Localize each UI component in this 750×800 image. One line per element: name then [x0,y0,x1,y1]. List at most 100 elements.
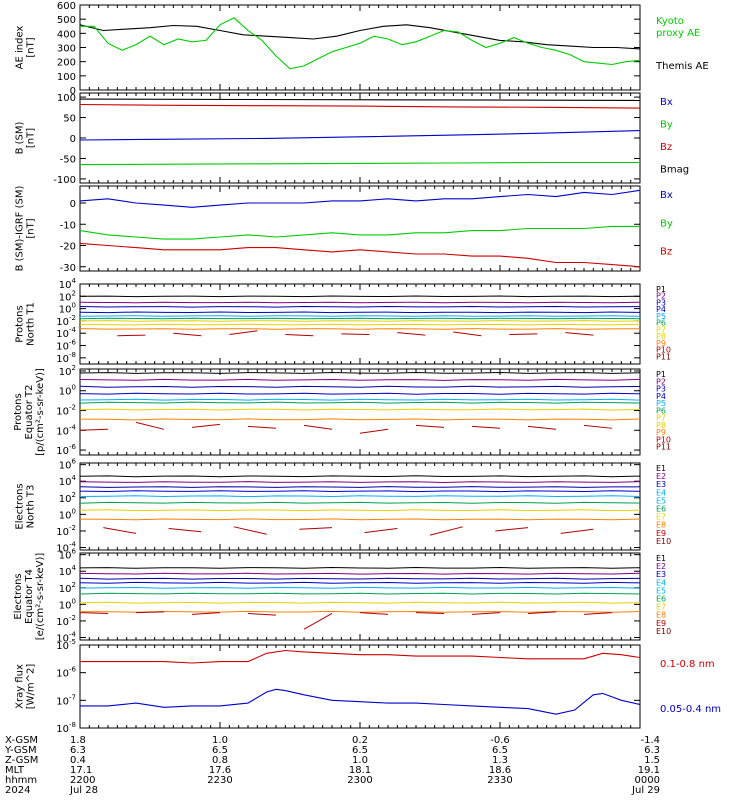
y-tick-exponent: 4 [72,564,77,572]
plot-frame [79,4,641,91]
y-tick-label: 0 [70,199,76,210]
x-tick-label: 18.1 [349,765,371,776]
y-tick-exponent: -2 [69,614,76,622]
channel-line-6 [80,401,640,404]
channel-line-4 [80,392,640,395]
x-tick-label: 6.3 [70,745,86,756]
legend-entry: P9 [656,428,666,437]
y-tick-base: 10 [56,669,69,680]
y-axis-label: [W/m^2] [26,664,37,710]
noisy-segment [471,425,501,429]
y-tick-exponent: 2 [72,364,76,372]
legend-entry: E3 [656,570,666,579]
legend-entry: Bx [660,97,673,108]
channel-line-2 [80,481,640,484]
y-tick-label: 10-2 [56,314,76,328]
noisy-segment [397,332,426,336]
x-tick-label: -1.4 [640,735,660,746]
x-tick-label: 6.5 [492,745,508,756]
y-tick-label: 300 [57,44,76,55]
noisy-segment [429,526,463,536]
legend-entry: P1 [656,370,666,379]
legend-entry: P3 [656,298,666,307]
y-tick-label: 10-6 [56,443,76,457]
x-row-label: MLT [5,765,25,776]
y-tick-label: 50 [63,114,76,125]
y-tick-label: 10-4 [56,423,76,437]
y-axis-label: B (SM)-IGRF (SM) [15,186,26,272]
channel-line-3 [80,305,640,308]
legend-entry: P11 [656,352,671,361]
channel-line-2 [80,378,640,381]
y-axis-label: [nT] [26,218,37,238]
noisy-segment [247,612,277,616]
y-tick-exponent: 0 [72,597,76,605]
y-tick-label: 102 [59,289,76,303]
y-tick-exponent: -2 [69,404,76,412]
channel-line-4 [80,581,640,584]
y-tick-label: 10-5 [56,638,76,652]
noisy-segment [173,332,202,337]
y-tick-label: 10-2 [56,404,76,418]
panel-3: -30 -20 -10 0 B (SM)-IGRF (SM) [nT] Bx By Bz [15,185,673,274]
noisy-segment [135,611,165,614]
y-tick-exponent: -7 [69,693,76,701]
series-group [80,295,640,337]
y-axis-label: Protons [13,393,24,430]
y-tick-base: 10 [56,407,69,418]
legend-entry: E4 [656,578,666,587]
noisy-segment [80,428,109,431]
x-tick-label: 0.4 [70,755,86,766]
legend-entry: E2 [656,472,666,481]
legend-entry: By [660,218,673,229]
legend-entry: P6 [656,406,666,415]
legend-entry: P1 [656,285,666,294]
y-tick-label: 200 [57,58,76,69]
noisy-segment [229,330,258,335]
x-tick-label: 18.6 [489,765,511,776]
legend-entry: E5 [656,496,666,505]
y-tick-base: 10 [59,567,72,578]
legend-entry: P4 [656,305,666,314]
series-group [80,475,640,536]
y-tick-exponent: -2 [69,314,76,322]
noisy-segment [191,612,221,615]
series-line-1 [80,98,640,101]
legend-entry: E1 [656,554,666,563]
channel-line-7 [80,320,640,322]
y-tick-base: 10 [59,387,72,398]
noisy-segment [527,611,557,614]
legend-entry: Themis AE [655,61,709,72]
series-line-4 [80,161,640,166]
x-tick-label: 6.3 [644,745,660,756]
y-tick-label: -20 [60,242,76,253]
series-line-1 [80,649,640,664]
x-tick-label: 2200 [70,775,95,786]
channel-line-3 [80,577,640,580]
x-tick-label: 6.5 [212,745,228,756]
y-tick-label: 10-8 [56,351,76,365]
plot-frame [79,644,641,729]
y-tick-label: 10-6 [56,339,76,353]
legend-entry: P2 [656,377,666,386]
panel-2: -100 -50 0 50 100 B (SM) [nT] Bx By Bz Bmag [15,92,689,186]
y-tick-base: 10 [59,584,72,595]
noisy-segment [509,333,538,335]
legend-entry: E8 [656,611,666,620]
y-tick-label: 100 [59,507,76,521]
y-tick-label: 104 [59,277,77,291]
y-tick-label: -30 [60,263,76,274]
legend-entry: P9 [656,339,666,348]
y-tick-base: 10 [59,280,72,291]
legend-entry: E10 [656,537,671,546]
y-axis-label: [p/(cm²-s-sr-keV)] [35,368,46,456]
y-tick-base: 10 [59,494,72,505]
legend-entry: E4 [656,488,666,497]
y-axis-label: AE index [15,26,26,70]
y-tick-exponent: -6 [69,666,77,674]
legend-entry: P6 [656,319,666,328]
noisy-segment [303,424,333,430]
legend-entry: E7 [656,603,666,612]
channel-line-3 [80,385,640,388]
y-tick-label: 100 [59,302,76,316]
